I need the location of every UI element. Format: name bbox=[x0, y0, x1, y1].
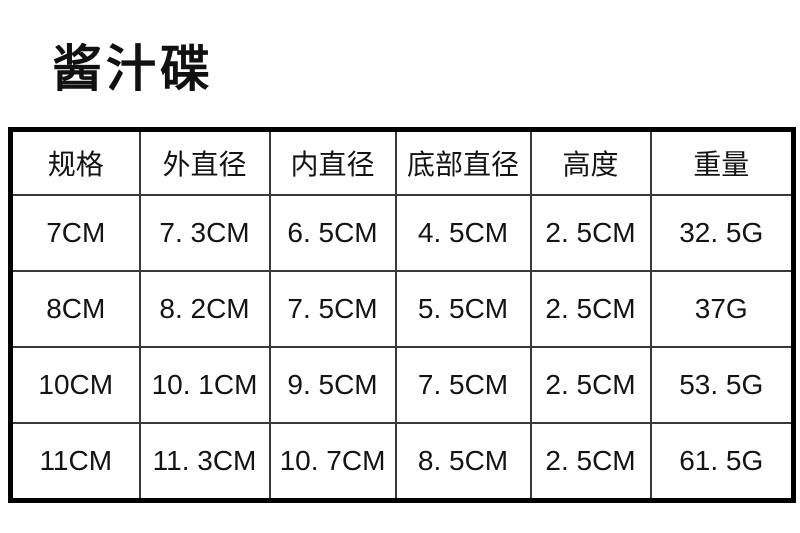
cell-spec: 8CM bbox=[9, 270, 141, 348]
cell-height: 2. 5CM bbox=[529, 194, 652, 272]
cell-spec: 11CM bbox=[9, 422, 141, 502]
page-title: 酱汁碟 bbox=[52, 41, 214, 97]
cell-outer-diameter: 11. 3CM bbox=[138, 422, 271, 502]
cell-bottom-diameter: 8. 5CM bbox=[394, 422, 532, 502]
cell-weight: 61. 5G bbox=[649, 422, 795, 502]
cell-inner-diameter: 9. 5CM bbox=[268, 346, 397, 424]
table-row: 8CM 8. 2CM 7. 5CM 5. 5CM 2. 5CM 37G bbox=[9, 270, 795, 348]
header-cell-spec: 规格 bbox=[9, 128, 141, 196]
cell-inner-diameter: 7. 5CM bbox=[268, 270, 397, 348]
table-row: 7CM 7. 3CM 6. 5CM 4. 5CM 2. 5CM 32. 5G bbox=[9, 194, 795, 272]
table-row: 10CM 10. 1CM 9. 5CM 7. 5CM 2. 5CM 53. 5G bbox=[9, 346, 795, 424]
header-cell-weight: 重量 bbox=[649, 128, 795, 196]
cell-height: 2. 5CM bbox=[529, 346, 652, 424]
cell-outer-diameter: 7. 3CM bbox=[138, 194, 271, 272]
cell-weight: 32. 5G bbox=[649, 194, 795, 272]
cell-inner-diameter: 6. 5CM bbox=[268, 194, 397, 272]
cell-weight: 37G bbox=[649, 270, 795, 348]
cell-outer-diameter: 8. 2CM bbox=[138, 270, 271, 348]
header-cell-height: 高度 bbox=[529, 128, 652, 196]
cell-spec: 7CM bbox=[9, 194, 141, 272]
header-cell-inner-diameter: 内直径 bbox=[268, 128, 397, 196]
cell-inner-diameter: 10. 7CM bbox=[268, 422, 397, 502]
cell-height: 2. 5CM bbox=[529, 422, 652, 502]
cell-weight: 53. 5G bbox=[649, 346, 795, 424]
table-row: 11CM 11. 3CM 10. 7CM 8. 5CM 2. 5CM 61. 5… bbox=[9, 422, 795, 502]
cell-bottom-diameter: 7. 5CM bbox=[394, 346, 532, 424]
cell-height: 2. 5CM bbox=[529, 270, 652, 348]
cell-bottom-diameter: 4. 5CM bbox=[394, 194, 532, 272]
spec-table: 规格 外直径 内直径 底部直径 高度 重量 7CM 7. 3CM 6. 5CM … bbox=[8, 127, 796, 503]
cell-bottom-diameter: 5. 5CM bbox=[394, 270, 532, 348]
table-header-row: 规格 外直径 内直径 底部直径 高度 重量 bbox=[9, 128, 795, 196]
header-cell-bottom-diameter: 底部直径 bbox=[394, 128, 532, 196]
cell-spec: 10CM bbox=[9, 346, 141, 424]
header-cell-outer-diameter: 外直径 bbox=[138, 128, 271, 196]
cell-outer-diameter: 10. 1CM bbox=[138, 346, 271, 424]
